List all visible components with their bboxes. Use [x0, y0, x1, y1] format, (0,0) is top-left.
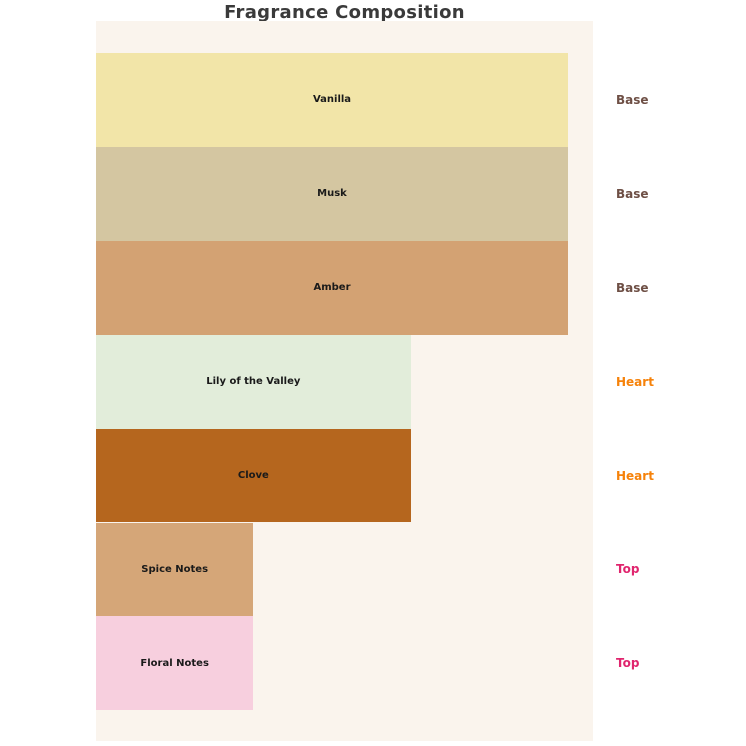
group-label-base: Base [616, 92, 649, 107]
bar-label: Vanilla [312, 94, 352, 106]
group-label-base: Base [616, 280, 649, 295]
bar-clove: Clove [96, 428, 411, 523]
group-label-heart: Heart [616, 468, 654, 483]
bar-label: Spice Notes [141, 563, 209, 575]
bar-label: Clove [237, 470, 269, 482]
bar-amber: Amber [96, 240, 568, 335]
group-label-heart: Heart [616, 374, 654, 389]
bar-spice-notes: Spice Notes [96, 522, 254, 617]
plot-area: Vanilla Musk Amber Lily of the Valley Clove S… [96, 21, 593, 741]
group-label-top: Top [616, 562, 640, 577]
bar-label: Musk [317, 188, 347, 200]
bar-vanilla: Vanilla [96, 53, 568, 147]
bar-lily-of-the-valley: Lily of the Valley [96, 334, 411, 429]
bar-floral-notes: Floral Notes [96, 616, 254, 711]
bar-label: Lily of the Valley [206, 376, 301, 388]
bar-label: Floral Notes [140, 657, 209, 669]
bar-label: Amber [313, 282, 351, 294]
group-label-base: Base [616, 186, 649, 201]
chart-title: Fragrance Composition [224, 2, 465, 23]
bar-musk: Musk [96, 146, 568, 241]
group-label-top: Top [616, 656, 640, 671]
